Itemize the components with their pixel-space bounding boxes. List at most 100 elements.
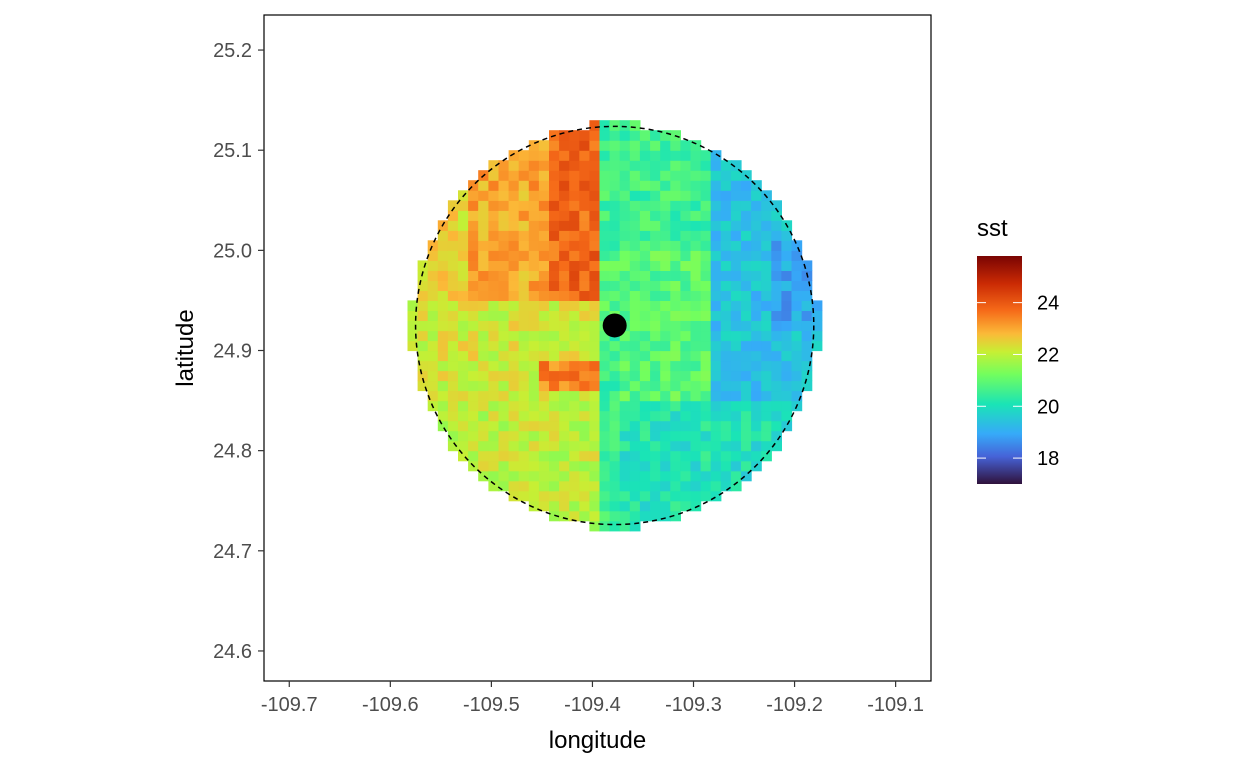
sst-cell-1241 [791,370,803,382]
sst-cell-438 [559,300,570,311]
sst-cell-368 [538,230,550,241]
sst-cell-450 [559,180,570,191]
sst-cell-1264 [801,290,813,301]
sst-cell-1106 [741,460,752,472]
sst-cell-274 [518,440,530,452]
sst-cell-1192 [771,440,782,452]
sst-cell-208 [498,410,510,422]
sst-cell-675 [619,340,631,352]
sst-cell-244 [508,390,520,402]
sst-cell-192 [488,240,500,251]
sst-cell-119 [468,350,479,362]
sst-cell-832 [660,360,671,372]
sst-cell-975 [700,430,712,442]
sst-cell-680 [619,290,631,301]
sst-cell-1079 [730,410,742,422]
sst-cell-652 [609,160,621,171]
sst-cell-902 [680,430,692,442]
sst-cell-769 [639,210,651,221]
sst-cell-437 [559,310,570,321]
sst-cell-246 [508,370,520,382]
sst-cell-821 [660,470,671,482]
sst-cell-93 [458,330,469,342]
sst-cell-319 [528,350,540,362]
sst-cell-154 [478,300,489,311]
sst-cell-230 [498,190,510,201]
sst-cell-541 [589,450,601,462]
sst-cell-1081 [730,390,742,402]
sst-cell-810 [650,190,661,201]
sst-cell-1166 [761,440,772,452]
sst-cell-1214 [771,220,782,231]
sst-cell-559 [589,270,601,281]
sst-cell-97 [458,290,469,301]
sst-cell-1130 [741,220,752,231]
sst-cell-792 [650,370,661,382]
sst-cell-11 [417,320,429,332]
sst-cell-293 [518,250,530,261]
sst-cell-976 [700,420,712,432]
sst-cell-870 [670,370,681,382]
x-tick-label: -109.2 [766,694,823,716]
sst-cell-303 [518,150,530,161]
sst-cell-945 [690,370,702,382]
sst-cell-100 [458,260,469,271]
sst-cell-86 [458,400,469,412]
sst-cell-425 [559,430,570,442]
sst-cell-1070 [720,170,732,181]
sst-cell-371 [538,200,550,211]
sst-cell-697 [619,120,631,131]
sst-cell-54 [437,230,449,241]
sst-cell-370 [538,210,550,221]
sst-cell-395 [549,340,560,352]
sst-cell-789 [650,400,661,412]
sst-cell-598 [599,290,611,301]
sst-cell-1197 [771,390,782,402]
sst-cell-271 [518,470,530,482]
sst-cell-1195 [771,410,782,422]
sst-cell-1217 [781,420,793,432]
sst-cell-984 [700,340,712,352]
legend-break-label: 18 [1037,448,1059,470]
sst-cell-876 [670,310,681,321]
sst-cell-1096 [730,240,742,251]
sst-cell-837 [660,310,671,321]
sst-cell-803 [650,260,661,271]
sst-cell-334 [528,200,540,211]
sst-cell-1224 [781,350,793,362]
sst-cell-0 [407,340,419,352]
sst-cell-516 [579,300,590,311]
sst-cell-966 [690,160,702,171]
sst-cell-948 [690,340,702,352]
sst-cell-703 [629,470,641,482]
sst-cell-405 [549,240,560,251]
sst-cell-217 [498,320,510,332]
sst-cell-502 [579,440,590,452]
sst-cell-184 [488,320,500,332]
sst-cell-475 [569,320,580,332]
sst-cell-364 [538,270,550,281]
sst-cell-1018 [710,350,722,362]
sst-cell-582 [599,450,611,462]
sst-cell-1247 [791,310,803,321]
sst-cell-1154 [751,280,762,291]
sst-cell-1098 [730,220,742,231]
sst-cell-468 [569,390,580,402]
sst-cell-1209 [771,270,782,281]
sst-cell-221 [498,280,510,291]
sst-cell-429 [559,390,570,402]
sst-cell-589 [599,380,611,392]
sst-cell-424 [559,440,570,452]
sst-cell-73 [447,270,459,281]
sst-cell-23 [427,350,439,362]
sst-cell-786 [650,430,661,442]
sst-cell-243 [508,400,520,412]
sst-cell-818 [660,500,671,512]
sst-cell-1252 [791,260,803,271]
sst-cell-751 [639,390,651,402]
sst-cell-283 [518,350,530,362]
sst-cell-64 [447,360,459,372]
sst-cell-193 [488,230,500,241]
sst-cells [407,120,823,532]
sst-cell-1222 [781,370,793,382]
